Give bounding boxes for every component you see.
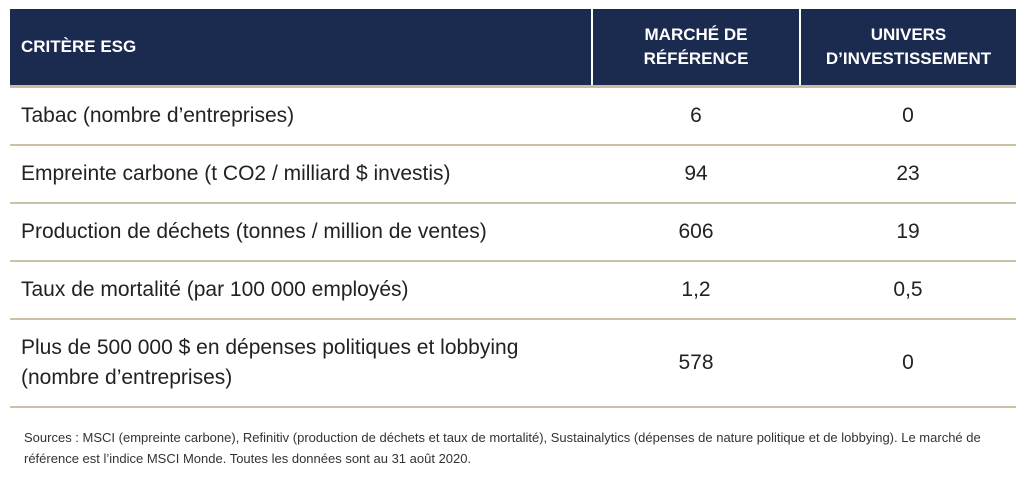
table-header: CRITÈRE ESG MARCHÉ DE RÉFÉRENCE UNIVERS … [10, 9, 1016, 87]
table-row: Taux de mortalité (par 100 000 employés)… [10, 261, 1016, 320]
cell-criterion: Empreinte carbone (t CO2 / milliard $ in… [10, 145, 592, 204]
cell-criterion: Production de déchets (tonnes / million … [10, 203, 592, 262]
table-row: Production de déchets (tonnes / million … [10, 203, 1016, 262]
table-row: Plus de 500 000 $ en dépenses politiques… [10, 319, 1016, 408]
header-criterion-label: CRITÈRE ESG [21, 37, 137, 56]
cell-universe: 23 [800, 145, 1016, 204]
header-universe-label: UNIVERS D’INVESTISSEMENT [825, 25, 992, 68]
header-criterion: CRITÈRE ESG [10, 9, 592, 87]
table-row: Tabac (nombre d’entreprises) 6 0 [10, 86, 1016, 146]
cell-reference: 94 [592, 145, 800, 204]
criterion-label: Plus de 500 000 $ en dépenses politiques… [21, 336, 519, 389]
cell-reference: 578 [592, 319, 800, 408]
cell-reference: 1,2 [592, 261, 800, 320]
cell-universe: 0 [800, 319, 1016, 408]
cell-universe: 19 [800, 203, 1016, 262]
header-row: CRITÈRE ESG MARCHÉ DE RÉFÉRENCE UNIVERS … [10, 9, 1016, 87]
esg-table-container: CRITÈRE ESG MARCHÉ DE RÉFÉRENCE UNIVERS … [10, 9, 1016, 408]
esg-comparison-table: CRITÈRE ESG MARCHÉ DE RÉFÉRENCE UNIVERS … [10, 9, 1016, 408]
table-body: Tabac (nombre d’entreprises) 6 0 Emprein… [10, 86, 1016, 408]
cell-universe: 0,5 [800, 261, 1016, 320]
cell-criterion: Taux de mortalité (par 100 000 employés) [10, 261, 592, 320]
sources-footnote: Sources : MSCI (empreinte carbone), Refi… [24, 430, 981, 466]
criterion-label: Production de déchets (tonnes / million … [21, 220, 487, 243]
cell-reference: 6 [592, 86, 800, 146]
criterion-label: Empreinte carbone (t CO2 / milliard $ in… [21, 162, 451, 185]
header-investment-universe: UNIVERS D’INVESTISSEMENT [799, 9, 1016, 87]
cell-reference: 606 [592, 203, 800, 262]
header-reference-label: MARCHÉ DE RÉFÉRENCE [643, 25, 749, 68]
cell-criterion: Plus de 500 000 $ en dépenses politiques… [10, 319, 592, 408]
criterion-label: Taux de mortalité (par 100 000 employés) [21, 278, 409, 301]
header-reference-market: MARCHÉ DE RÉFÉRENCE [591, 9, 800, 87]
table-row: Empreinte carbone (t CO2 / milliard $ in… [10, 145, 1016, 204]
cell-criterion: Tabac (nombre d’entreprises) [10, 86, 592, 146]
criterion-label: Tabac (nombre d’entreprises) [21, 104, 295, 127]
cell-universe: 0 [800, 86, 1016, 146]
